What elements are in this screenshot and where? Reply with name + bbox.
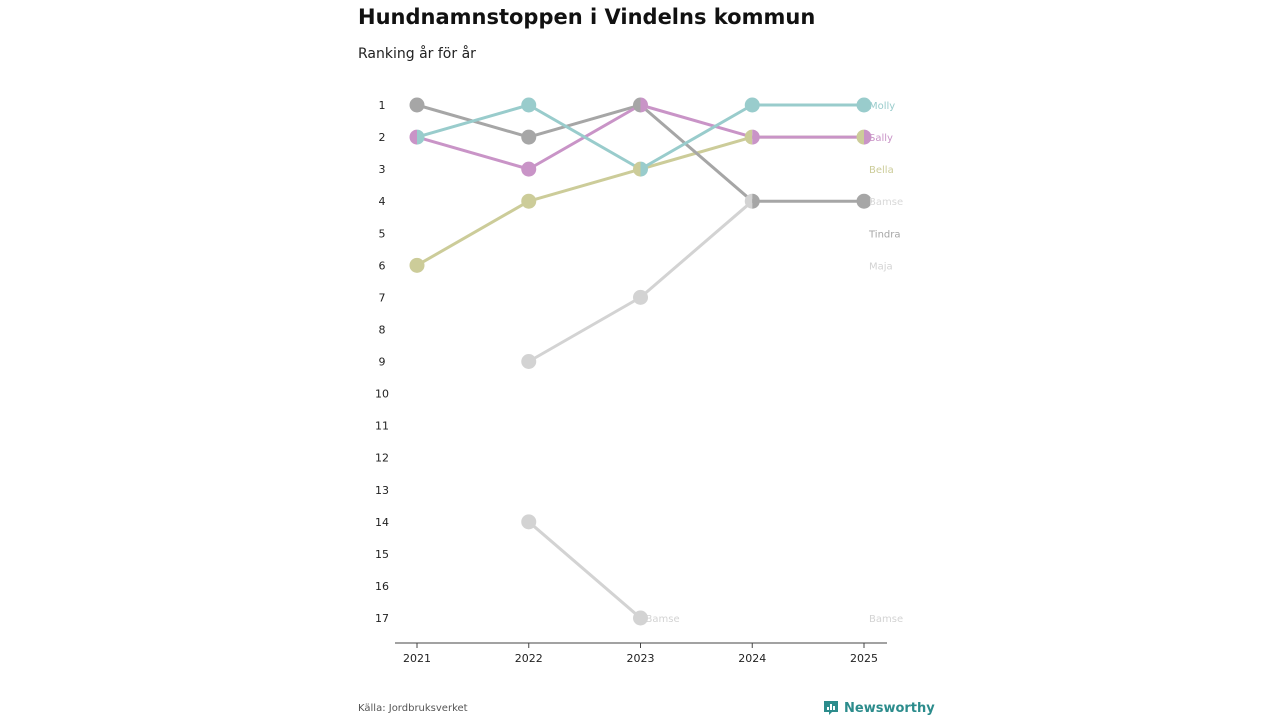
point-tindra-2023 — [633, 97, 641, 113]
line-tindra-2022 — [527, 103, 642, 139]
source-note: Källa: Jordbruksverket — [358, 703, 468, 714]
point-sally-2023 — [640, 97, 648, 113]
y-tick-label: 6 — [379, 259, 386, 272]
end-label-sally: Sally — [869, 133, 893, 144]
line-sally-2021 — [415, 135, 531, 171]
newsworthy-bar-chart-icon — [824, 701, 838, 715]
line-sally-2023 — [639, 103, 754, 139]
line-maja-2023 — [639, 199, 754, 299]
newsworthy-brand[interactable]: Newsworthy — [823, 700, 935, 716]
y-tick-label: 14 — [375, 516, 389, 529]
x-tick-label: 2023 — [627, 652, 655, 665]
x-tick-label: 2024 — [738, 652, 766, 665]
point-bella-2023 — [633, 161, 641, 177]
point-maja-2024 — [744, 193, 753, 209]
end-label-tindra: Tindra — [868, 229, 901, 240]
point-maja-2022 — [521, 354, 537, 369]
point-molly-2021 — [417, 129, 425, 145]
y-tick-label: 11 — [375, 420, 389, 433]
y-tick-label: 8 — [379, 323, 386, 336]
y-tick-label: 9 — [379, 356, 386, 369]
point-bella-2025 — [856, 129, 864, 145]
point-molly-2025 — [856, 97, 872, 113]
line-tindra-2023 — [639, 103, 754, 203]
point-tindra-2022 — [521, 129, 537, 145]
y-tick-label: 15 — [375, 548, 389, 561]
chart-subtitle: Ranking år för år — [358, 46, 476, 62]
point-maja-2023 — [633, 289, 648, 305]
series-lines — [415, 103, 866, 620]
brand-name: Newsworthy — [844, 700, 935, 716]
y-tick-label: 2 — [379, 131, 386, 144]
y-tick-label: 3 — [379, 163, 386, 176]
x-tick-label: 2022 — [515, 652, 543, 665]
y-tick-label: 5 — [379, 227, 386, 240]
y-tick-label: 12 — [375, 452, 389, 465]
y-tick-label: 16 — [375, 580, 389, 593]
end-label-bamse: Bamse — [869, 614, 903, 625]
point-bamse-2022 — [521, 514, 537, 530]
point-sally-2025 — [864, 129, 872, 145]
line-bella-2022 — [527, 167, 642, 203]
end-label-molly: Molly — [869, 101, 895, 112]
y-tick-label: 13 — [375, 484, 389, 497]
point-bamse-2023 — [633, 610, 648, 626]
point-molly-2022 — [521, 97, 537, 113]
point-bella-2021 — [409, 257, 425, 273]
y-tick-label: 1 — [379, 99, 386, 112]
point-sally-2024 — [752, 129, 760, 145]
point-molly-2024 — [744, 97, 760, 113]
line-molly-2021 — [415, 103, 531, 139]
x-tick-label: 2021 — [403, 652, 431, 665]
chart-title: Hundnamnstoppen i Vindelns kommun — [358, 5, 816, 29]
end-labels: Maja Bamse Bella Tindra Sally Molly Bamse Bamse — [646, 101, 904, 625]
point-tindra-2024 — [752, 193, 760, 209]
end-label-maja: Maja — [869, 261, 893, 272]
line-bamse-2022 — [527, 520, 642, 620]
point-tindra-2021 — [409, 97, 425, 113]
point-bella-2024 — [744, 129, 753, 145]
y-tick-label: 17 — [375, 612, 389, 625]
x-tick-label: 2025 — [850, 652, 878, 665]
y-tick-label: 7 — [379, 291, 386, 304]
line-bella-2021 — [415, 199, 531, 267]
point-sally-2021 — [409, 129, 417, 145]
point-molly-2023 — [640, 161, 648, 177]
series-points — [409, 97, 872, 626]
line-maja-2022 — [527, 295, 642, 363]
annotation-label-1: Bamse — [646, 614, 680, 625]
annotation-label-0: Bamse — [869, 197, 903, 208]
y-tick-label: 4 — [379, 195, 386, 208]
point-tindra-2025 — [856, 193, 872, 209]
point-sally-2022 — [521, 161, 537, 177]
line-molly-2022 — [527, 103, 642, 171]
y-tick-label: 10 — [375, 388, 389, 401]
line-molly-2023 — [639, 103, 754, 171]
point-bella-2022 — [521, 193, 537, 209]
end-label-bella: Bella — [869, 165, 894, 176]
